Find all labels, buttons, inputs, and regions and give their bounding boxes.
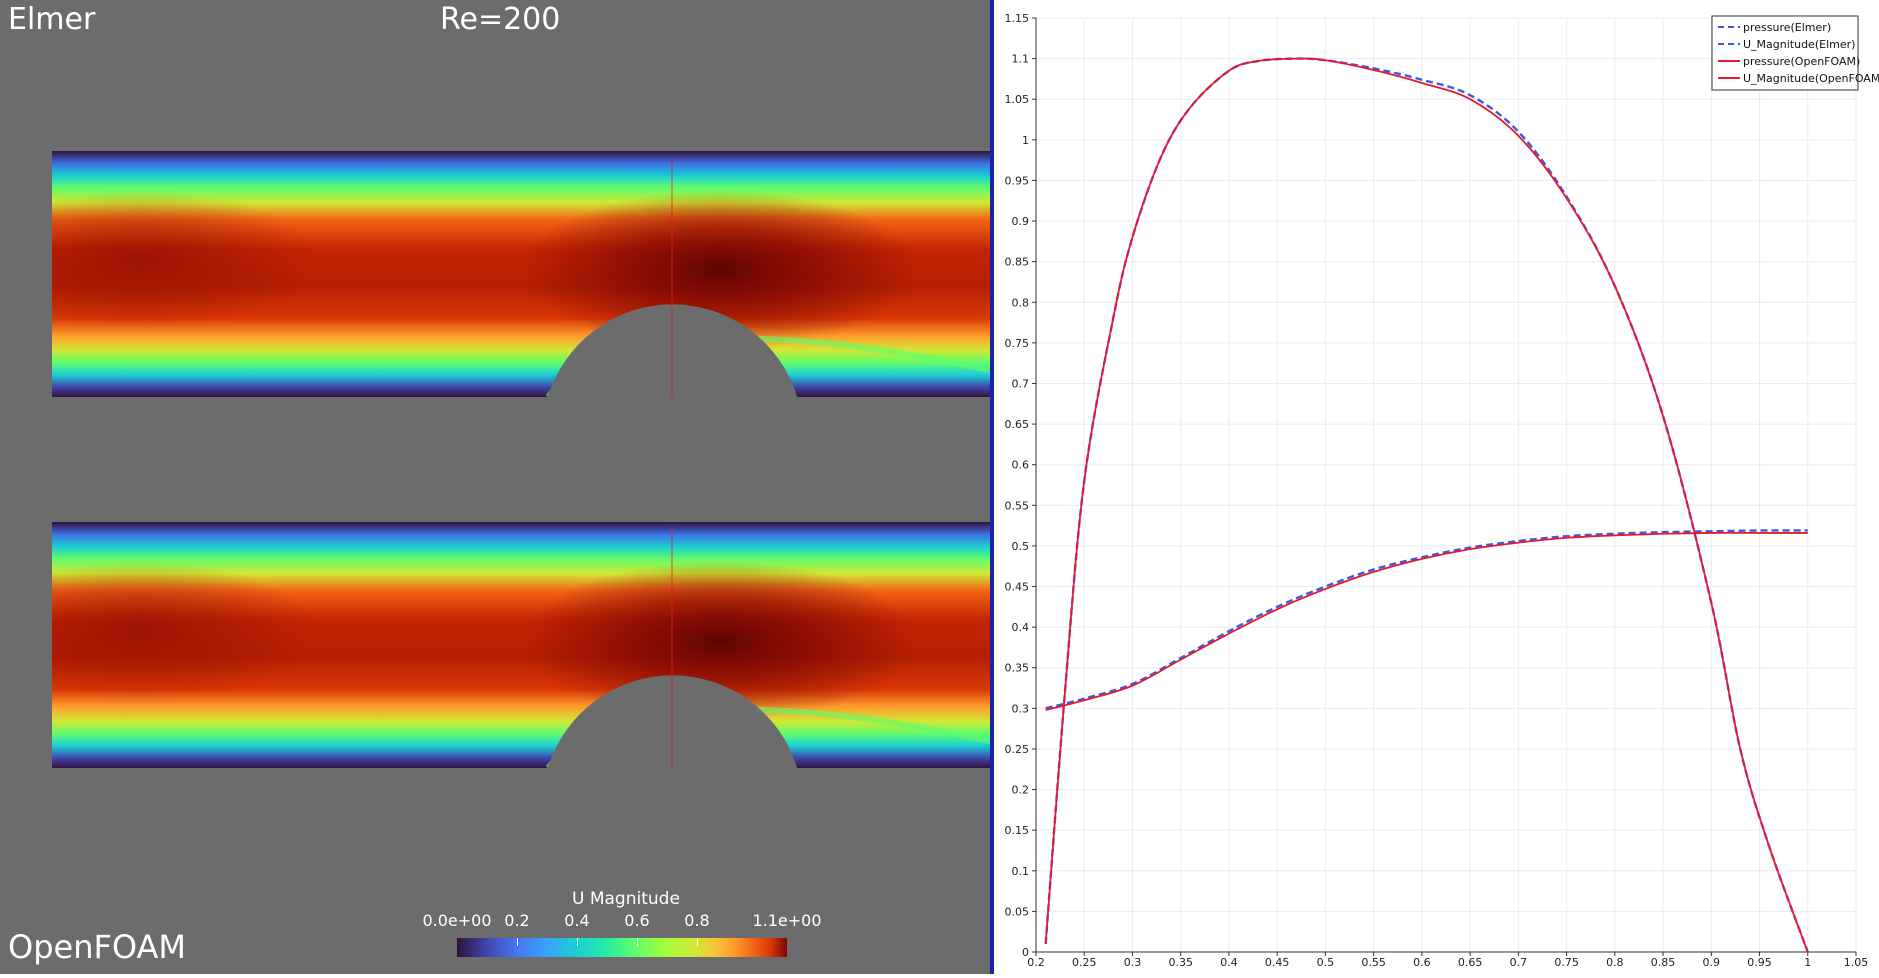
colorbar-title: U Magnitude [572, 889, 680, 909]
y-tick-label: 0.25 [1005, 743, 1030, 756]
y-tick-label: 0.05 [1005, 905, 1030, 918]
line-chart-view[interactable]: 0 0.05 0.1 0.15 0.2 0.25 0.3 0.35 0.4 0.45 0.5 0.55… [994, 0, 1879, 974]
x-tick-label: 0.65 [1458, 956, 1483, 969]
x-tick-label: 0.45 [1265, 956, 1290, 969]
x-tick-label: 0.85 [1651, 956, 1676, 969]
x-tick-label: 0.95 [1747, 956, 1772, 969]
legend-label: pressure(Elmer) [1743, 21, 1831, 34]
x-tick-label: 0.25 [1072, 956, 1097, 969]
y-tick-label: 0.75 [1005, 337, 1030, 350]
x-tick-label: 0.75 [1554, 956, 1579, 969]
y-tick-label: 1 [1022, 134, 1029, 147]
openfoam-label: OpenFOAM [8, 928, 186, 966]
colorbar-tick-mark [517, 938, 518, 946]
legend-label: U_Magnitude(Elmer) [1743, 38, 1855, 51]
x-tick-label: 0.6 [1413, 956, 1431, 969]
reynolds-number-label: Re=200 [440, 2, 561, 37]
series-line-3 [1044, 57, 1809, 953]
y-tick-label: 0 [1022, 946, 1029, 959]
x-tick-label: 0.5 [1317, 956, 1335, 969]
colorbar-tick-mark [577, 938, 578, 946]
y-tick-label: 0.15 [1005, 824, 1030, 837]
series-line-2 [1045, 531, 1808, 711]
x-tick-label: 0.35 [1168, 956, 1193, 969]
x-tick-label: 0.7 [1510, 956, 1528, 969]
colorbar-gradient [457, 938, 787, 957]
y-tick-label: 0.55 [1005, 499, 1030, 512]
y-tick-label: 0.95 [1005, 174, 1030, 187]
colorbar-max-label: 1.1e+00 [752, 911, 822, 930]
y-tick-label: 1.1 [1012, 53, 1030, 66]
y-tick-label: 0.8 [1012, 296, 1030, 309]
colorbar-tick-label: 0.6 [624, 911, 650, 930]
y-tick-label: 0.7 [1012, 377, 1030, 390]
y-tick-label: 1.15 [1005, 12, 1030, 25]
colorbar-tick-label: 0.4 [564, 911, 590, 930]
colorbar-min-label: 0.0e+00 [422, 911, 492, 930]
elmer-label: Elmer [8, 2, 96, 37]
x-tick-label: 0.9 [1703, 956, 1721, 969]
colorbar-tick-label: 0.2 [504, 911, 530, 930]
y-tick-label: 0.2 [1012, 784, 1030, 797]
y-tick-label: 0.85 [1005, 256, 1030, 269]
colorbar-tick-mark [637, 938, 638, 946]
x-tick-label: 1 [1804, 956, 1811, 969]
render-view[interactable]: Elmer Re=200 OpenFOAM U Magnitude 0.0e+0… [0, 0, 990, 974]
y-tick-label: 0.6 [1012, 459, 1030, 472]
view-divider[interactable] [990, 0, 994, 974]
line-chart: 0 0.05 0.1 0.15 0.2 0.25 0.3 0.35 0.4 0.45 0.5 0.55… [1005, 12, 1879, 969]
flow-field-render [52, 151, 990, 768]
y-tick-label: 0.65 [1005, 418, 1030, 431]
series-line-0 [1045, 529, 1808, 710]
x-tick-label: 1.05 [1844, 956, 1869, 969]
legend-label: U_Magnitude(OpenFOAM) [1743, 72, 1879, 85]
colorbar-tick-label: 0.8 [684, 911, 710, 930]
y-tick-label: 0.9 [1012, 215, 1030, 228]
y-tick-label: 0.1 [1012, 865, 1030, 878]
y-tick-label: 0.45 [1005, 581, 1030, 594]
y-tick-label: 0.4 [1012, 621, 1030, 634]
openfoam-channel [52, 522, 990, 768]
y-tick-label: 0.3 [1012, 702, 1030, 715]
y-tick-label: 0.35 [1005, 662, 1030, 675]
x-tick-label: 0.8 [1606, 956, 1624, 969]
y-tick-label: 1.05 [1005, 93, 1030, 106]
y-tick-label: 0.5 [1012, 540, 1030, 553]
x-tick-label: 0.3 [1124, 956, 1142, 969]
legend-label: pressure(OpenFOAM) [1743, 55, 1860, 68]
x-tick-label: 0.4 [1220, 956, 1238, 969]
x-tick-label: 0.55 [1361, 956, 1386, 969]
colorbar-tick-mark [697, 938, 698, 946]
elmer-channel [52, 151, 990, 397]
x-tick-label: 0.2 [1027, 956, 1045, 969]
